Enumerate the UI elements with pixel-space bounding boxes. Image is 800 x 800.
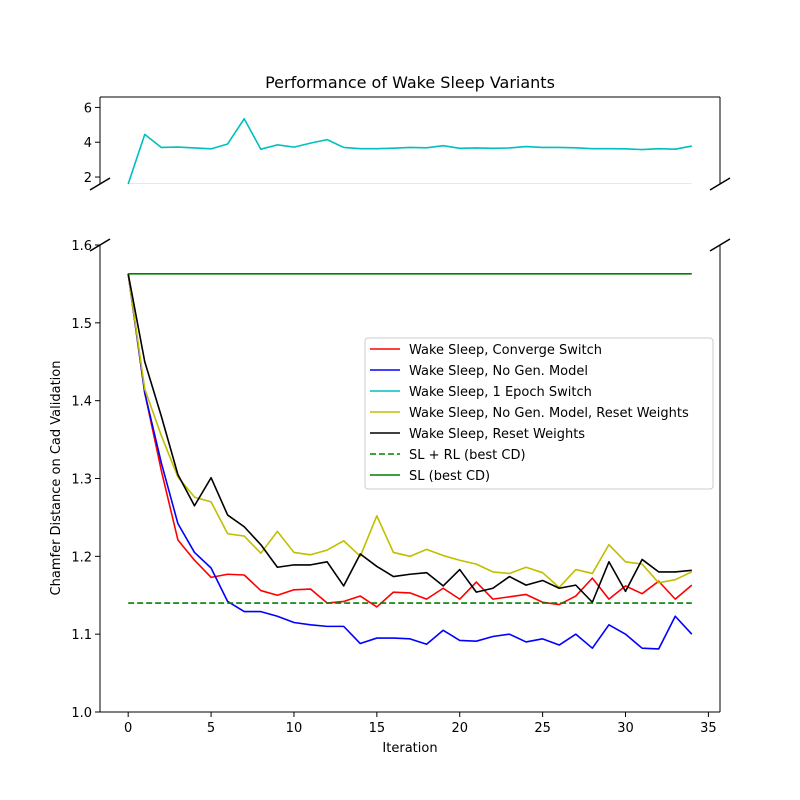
legend-entry: Wake Sleep, Converge Switch — [409, 343, 602, 358]
series-line-lower — [128, 245, 129, 246]
series-line-lower — [127, 273, 693, 589]
upper-y-tick-label: 6 — [84, 101, 92, 116]
series-line-upper — [128, 183, 130, 184]
chart-title: Performance of Wake Sleep Variants — [265, 73, 555, 92]
legend-entry: Wake Sleep, No Gen. Model, Reset Weights — [409, 406, 689, 421]
lower-y-tick-label: 1.1 — [71, 628, 92, 643]
legend-entry: Wake Sleep, 1 Epoch Switch — [409, 385, 592, 400]
upper-y-tick-label: 2 — [84, 171, 92, 186]
lower-panel: 1.0 1.1 1.2 1.3 1.4 1.5 1.6 0 5 10 15 20 25 30 35 — [71, 239, 721, 736]
upper-y-tick-label: 4 — [84, 136, 92, 151]
x-tick-label: 10 — [286, 721, 303, 736]
y-axis-title: Chamfer Distance on Cad Validation — [49, 361, 64, 596]
series-line-upper — [128, 183, 130, 184]
x-tick-label: 25 — [534, 721, 551, 736]
legend-entry: SL + RL (best CD) — [409, 448, 526, 463]
series-line-lower — [127, 273, 692, 604]
legend-entry: SL (best CD) — [409, 469, 490, 484]
lower-y-tick-label: 1.6 — [71, 239, 92, 254]
lower-y-tick-label: 1.4 — [71, 395, 92, 410]
axis-break-mark — [709, 238, 731, 252]
x-tick-label: 35 — [700, 721, 717, 736]
x-tick-label: 15 — [369, 721, 386, 736]
x-tick-label: 0 — [124, 721, 132, 736]
x-tick-label: 20 — [451, 721, 468, 736]
axis-break-mark — [89, 177, 111, 191]
series-line-upper — [128, 183, 130, 184]
x-tick-label: 30 — [617, 721, 634, 736]
series-line-lower — [127, 273, 693, 608]
series-line-lower — [127, 273, 693, 650]
x-tick-label: 5 — [207, 721, 215, 736]
axis-break-mark — [89, 238, 111, 252]
axis-break-marks — [89, 177, 731, 252]
legend-entry: Wake Sleep, Reset Weights — [409, 427, 585, 442]
lower-y-tick-label: 1.5 — [71, 317, 92, 332]
legend-entry: Wake Sleep, No Gen. Model — [409, 364, 588, 379]
axis-break-mark — [709, 177, 731, 191]
lower-y-tick-label: 1.2 — [71, 550, 92, 565]
legend-box — [364, 337, 714, 490]
lower-y-tick-label: 1.0 — [71, 706, 92, 721]
upper-panel: 2 4 6 — [84, 96, 721, 186]
series-line-upper — [127, 117, 692, 184]
lower-y-tick-label: 1.3 — [71, 473, 92, 488]
legend: Wake Sleep, Converge Switch Wake Sleep, N… — [364, 337, 714, 490]
x-axis-title: Iteration — [382, 741, 437, 756]
series-line-upper — [128, 183, 130, 184]
